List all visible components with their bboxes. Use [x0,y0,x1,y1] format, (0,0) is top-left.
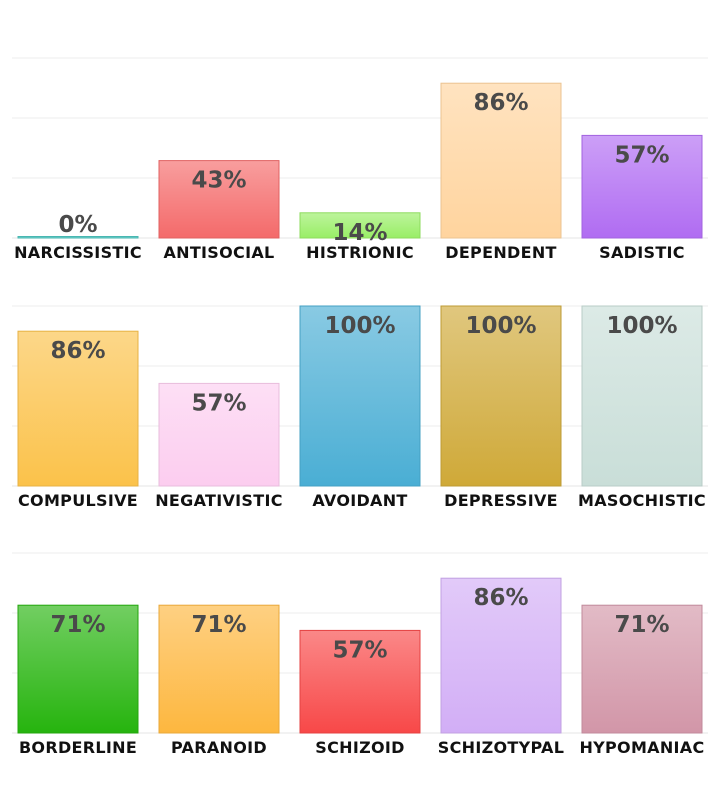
bar-depressive[interactable] [440,305,562,487]
bar-hypomaniac[interactable] [581,604,703,734]
value-label: 86% [473,90,528,116]
bar-histrionic[interactable] [299,212,421,239]
value-label: 43% [191,168,246,194]
value-label: 71% [191,612,246,638]
bar-compulsive[interactable] [17,330,139,487]
category-label: SADISTIC [599,243,685,262]
category-label: AVOIDANT [312,491,407,510]
chart-panel-1: 0% NARCISSISTIC 43% ANTISOCIAL 14%HISTRIONIC… [12,57,708,262]
category-label: PARANOID [171,738,267,757]
value-label: 71% [50,612,105,638]
bar-dependent[interactable] [440,82,562,239]
category-label: HYPOMANIAC [579,738,704,757]
category-label: COMPULSIVE [18,491,138,510]
bar-paranoid[interactable] [158,604,280,734]
category-label: DEPENDENT [445,243,556,262]
value-label: 57% [332,637,387,663]
bar-schizotypal[interactable] [440,577,562,734]
bar-borderline[interactable] [17,604,139,734]
bar-narcissistic[interactable] [17,236,139,239]
value-label: 86% [50,338,105,364]
category-label: NARCISSISTIC [14,243,142,262]
category-label: DEPRESSIVE [444,491,558,510]
category-label: BORDERLINE [19,738,137,757]
category-label: SCHIZOTYPAL [438,738,564,757]
category-label: SCHIZOID [315,738,404,757]
value-label: 71% [614,612,669,638]
bar-antisocial[interactable] [158,160,280,239]
chart-panel-3: 71% BORDERLINE 71% PARANOID 57% SCHIZOID 86% SC… [12,552,708,757]
value-label: 100% [606,313,677,339]
bar-masochistic[interactable] [581,305,703,487]
value-label: 100% [465,313,536,339]
category-label: NEGATIVISTIC [155,491,283,510]
value-label: 0% [58,212,97,238]
value-label: 57% [614,142,669,168]
bar-schizoid[interactable] [299,629,421,734]
category-label: ANTISOCIAL [163,243,274,262]
value-label: 14% [332,220,387,246]
category-label: HISTRIONIC [306,243,414,262]
value-label: 86% [473,585,528,611]
value-label: 100% [324,313,395,339]
bar-negativistic[interactable] [158,382,280,487]
chart-panel-2: 86% COMPULSIVE 57% NEGATIVISTIC 100% AVOIDANT… [12,305,708,510]
category-label: MASOCHISTIC [578,491,706,510]
value-label: 57% [191,390,246,416]
bar-avoidant[interactable] [299,305,421,487]
bar-sadistic[interactable] [581,134,703,239]
